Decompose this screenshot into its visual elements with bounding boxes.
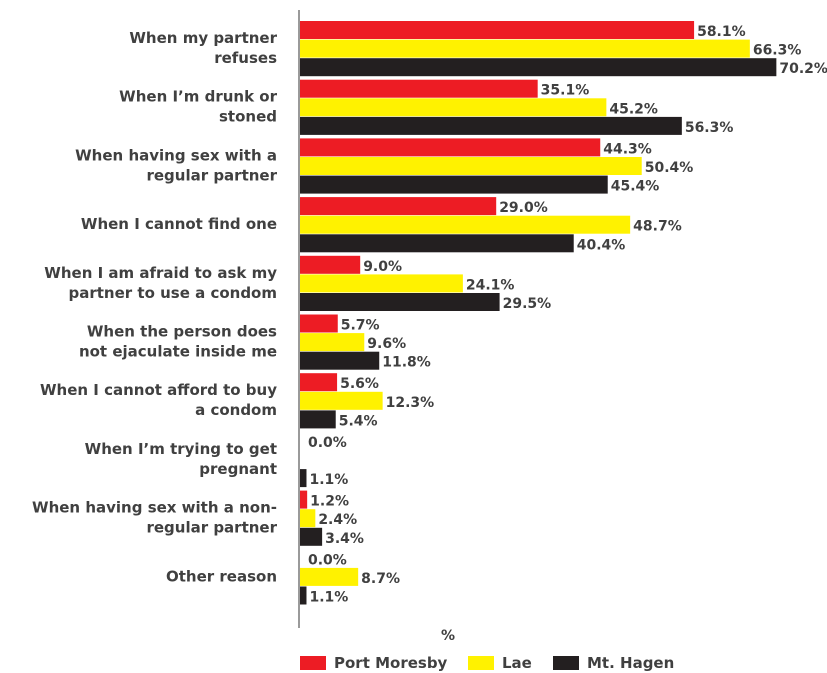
bar-port-moresby <box>299 21 695 39</box>
data-label: 8.7% <box>361 571 400 587</box>
bar-mt-hagen <box>299 410 336 429</box>
category-label: When I am afraid to ask my partner to use… <box>44 264 277 302</box>
category-label-line: When my partner <box>129 29 277 47</box>
category-label-line: When I’m trying to get <box>85 440 277 458</box>
bar-lae <box>299 157 642 175</box>
value-labels: 58.1% 66.3% 70.2% 35.1% 45.2% 56.3% 44.3% 50.4%… <box>308 24 827 606</box>
category-label-line: refuses <box>214 49 277 67</box>
category-label: When the person does not ejaculate inside… <box>79 323 277 361</box>
category-label-line: partner to use a condom <box>69 284 278 302</box>
category-label-line: regular partner <box>146 519 277 537</box>
x-axis-title: % <box>441 628 455 644</box>
category-label-line: regular partner <box>146 166 277 184</box>
bar-mt-hagen <box>299 527 323 546</box>
legend-swatch <box>468 656 494 670</box>
bar-mt-hagen <box>299 586 307 605</box>
data-label: 48.7% <box>633 219 682 235</box>
data-label: 66.3% <box>753 43 802 59</box>
category-label: When my partner refuses <box>129 29 277 67</box>
bar-port-moresby <box>299 79 538 98</box>
category-labels: When my partner refuses When I’m drunk or s… <box>32 29 278 585</box>
data-label: 45.2% <box>609 101 658 117</box>
data-label: 12.3% <box>386 395 435 411</box>
category-label: When having sex with a non-regular partn… <box>32 499 278 537</box>
data-label: 44.3% <box>603 141 652 157</box>
data-label: 0.0% <box>308 435 347 451</box>
legend-label: Port Moresby <box>334 654 448 672</box>
bar-lae <box>299 215 631 234</box>
data-label: 5.4% <box>339 413 378 429</box>
category-label: When I cannot afford to buy a condom <box>40 381 277 419</box>
legend-swatch <box>300 656 326 670</box>
bar-lae <box>299 567 359 586</box>
data-label: 1.1% <box>309 590 348 606</box>
bar-mt-hagen <box>299 351 380 370</box>
data-label: 1.1% <box>309 472 348 488</box>
bar-mt-hagen <box>299 234 574 253</box>
legend: Port Moresby Lae Mt. Hagen <box>300 654 674 672</box>
category-label: When I’m drunk or stoned <box>119 88 277 126</box>
category-label-line: When I am afraid to ask my <box>44 264 277 282</box>
category-label-line: pregnant <box>199 460 277 478</box>
category-label-line: When I cannot find one <box>81 215 277 233</box>
data-label: 5.7% <box>341 318 380 334</box>
data-label: 70.2% <box>779 61 827 77</box>
data-label: 1.2% <box>310 494 349 510</box>
data-label: 0.0% <box>308 552 347 568</box>
data-label: 5.6% <box>340 376 379 392</box>
category-label-line: Other reason <box>166 567 277 585</box>
data-label: 29.5% <box>503 296 552 312</box>
category-label: Other reason <box>166 567 277 585</box>
bar-port-moresby <box>299 490 308 509</box>
bar-port-moresby <box>299 373 338 392</box>
category-label: When having sex with a regular partner <box>75 146 277 184</box>
bar-port-moresby <box>299 314 338 333</box>
bar-lae <box>299 274 463 293</box>
data-label: 9.0% <box>363 259 402 275</box>
category-label: When I cannot find one <box>81 215 277 233</box>
data-label: 24.1% <box>466 277 515 293</box>
bar-port-moresby <box>299 138 601 157</box>
data-label: 11.8% <box>382 355 431 371</box>
bar-port-moresby <box>299 255 361 274</box>
bar-mt-hagen <box>299 58 777 77</box>
bar-mt-hagen <box>299 175 608 194</box>
data-label: 58.1% <box>697 24 746 40</box>
category-label-line: a condom <box>195 401 277 419</box>
category-label-line: When I cannot afford to buy <box>40 381 277 399</box>
legend-swatch <box>553 656 579 670</box>
data-label: 45.4% <box>611 179 660 195</box>
category-label-line: not ejaculate inside me <box>79 343 277 361</box>
category-label-line: When having sex with a <box>75 146 277 164</box>
bar-mt-hagen <box>299 469 307 488</box>
data-label: 56.3% <box>685 120 734 136</box>
legend-label: Mt. Hagen <box>587 654 674 672</box>
bar-lae <box>299 333 365 352</box>
data-label: 9.6% <box>367 336 406 352</box>
data-label: 50.4% <box>645 160 694 176</box>
category-label: When I’m trying to get pregnant <box>85 440 277 478</box>
data-label: 40.4% <box>577 237 626 253</box>
bar-lae <box>299 391 383 410</box>
data-label: 35.1% <box>541 83 590 99</box>
legend-label: Lae <box>502 654 532 672</box>
bar-lae <box>299 98 607 117</box>
category-label-line: When I’m drunk or <box>119 88 277 106</box>
bar-mt-hagen <box>299 116 682 135</box>
data-label: 2.4% <box>318 512 357 528</box>
bar-lae <box>299 509 316 528</box>
category-label-line: When having sex with a non- <box>32 499 277 517</box>
bar-mt-hagen <box>299 293 500 311</box>
data-label: 29.0% <box>499 200 548 216</box>
data-label: 3.4% <box>325 531 364 547</box>
bars <box>299 21 777 605</box>
bar-port-moresby <box>299 197 497 216</box>
category-label-line: stoned <box>219 108 277 126</box>
category-label-line: When the person does <box>87 323 277 341</box>
bar-lae <box>299 39 750 58</box>
